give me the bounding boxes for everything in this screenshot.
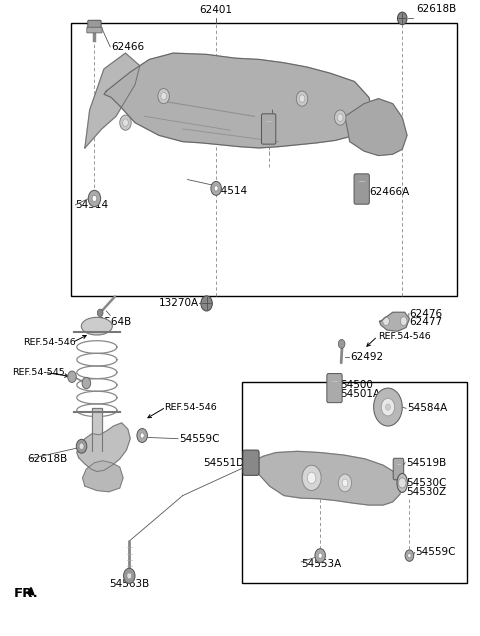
Circle shape <box>158 88 169 104</box>
Circle shape <box>79 443 84 450</box>
Text: 54553A: 54553A <box>301 559 341 569</box>
Polygon shape <box>92 408 102 452</box>
Text: 54500: 54500 <box>340 380 373 390</box>
Text: 54530Z: 54530Z <box>406 487 446 497</box>
FancyBboxPatch shape <box>262 114 276 144</box>
Text: 62618B: 62618B <box>28 454 68 464</box>
Text: 62618B: 62618B <box>417 4 457 14</box>
Polygon shape <box>251 452 402 505</box>
Bar <box>242 382 467 583</box>
Text: 62485: 62485 <box>274 105 307 115</box>
Circle shape <box>140 433 144 438</box>
Polygon shape <box>379 312 409 331</box>
Circle shape <box>335 110 346 125</box>
Text: 62401: 62401 <box>200 5 233 15</box>
Circle shape <box>373 388 402 426</box>
Circle shape <box>123 568 135 583</box>
Text: 62477: 62477 <box>409 317 443 328</box>
Circle shape <box>137 429 147 443</box>
Circle shape <box>383 317 389 326</box>
Circle shape <box>97 309 103 317</box>
FancyBboxPatch shape <box>393 459 404 480</box>
Circle shape <box>398 478 406 488</box>
Text: 54514: 54514 <box>214 186 247 196</box>
Polygon shape <box>85 53 140 148</box>
Text: 62466A: 62466A <box>369 187 409 197</box>
Circle shape <box>122 119 128 127</box>
Bar <box>71 23 457 296</box>
Circle shape <box>120 115 131 130</box>
Text: REF.54-546: REF.54-546 <box>23 338 76 347</box>
Ellipse shape <box>81 317 112 335</box>
Polygon shape <box>77 423 130 471</box>
Circle shape <box>408 553 411 558</box>
Text: 62476: 62476 <box>409 308 443 319</box>
Circle shape <box>405 550 414 562</box>
Circle shape <box>296 91 308 106</box>
Text: FR.: FR. <box>13 587 38 600</box>
Text: 54514: 54514 <box>75 200 108 210</box>
Circle shape <box>381 398 395 416</box>
Circle shape <box>88 190 101 207</box>
Text: 54551D: 54551D <box>204 458 245 467</box>
Circle shape <box>92 195 97 202</box>
Circle shape <box>161 92 167 100</box>
Circle shape <box>318 553 322 558</box>
Circle shape <box>201 296 212 311</box>
Text: REF.54-545: REF.54-545 <box>12 368 65 377</box>
Text: 54563B: 54563B <box>109 579 149 589</box>
Circle shape <box>307 472 316 483</box>
Circle shape <box>338 474 352 492</box>
Circle shape <box>211 181 221 195</box>
Text: 62466: 62466 <box>111 42 144 52</box>
Circle shape <box>315 549 325 563</box>
FancyBboxPatch shape <box>87 27 102 33</box>
Circle shape <box>338 340 345 349</box>
Polygon shape <box>83 461 123 492</box>
FancyBboxPatch shape <box>243 450 259 475</box>
Circle shape <box>400 317 407 326</box>
Circle shape <box>302 465 321 490</box>
Circle shape <box>76 439 87 453</box>
Circle shape <box>214 186 218 191</box>
FancyBboxPatch shape <box>327 373 342 403</box>
Polygon shape <box>345 99 407 156</box>
Text: 54519B: 54519B <box>406 458 446 467</box>
Circle shape <box>337 114 343 121</box>
Text: 13270A: 13270A <box>159 298 199 308</box>
Text: REF.54-546: REF.54-546 <box>164 403 216 411</box>
FancyBboxPatch shape <box>354 174 369 204</box>
Text: 54501A: 54501A <box>340 389 380 399</box>
FancyBboxPatch shape <box>88 20 101 31</box>
Text: 54559C: 54559C <box>416 548 456 557</box>
Text: 54530C: 54530C <box>406 478 446 488</box>
Circle shape <box>342 479 348 487</box>
Ellipse shape <box>397 473 408 492</box>
Text: 54559C: 54559C <box>179 434 219 444</box>
Circle shape <box>127 572 132 579</box>
Circle shape <box>397 12 407 25</box>
Circle shape <box>299 95 305 102</box>
Circle shape <box>82 377 91 389</box>
Text: 54584A: 54584A <box>407 403 447 413</box>
Circle shape <box>385 404 390 410</box>
Text: 54564B: 54564B <box>91 317 131 328</box>
Text: REF.54-546: REF.54-546 <box>378 332 431 341</box>
Polygon shape <box>104 53 373 148</box>
Circle shape <box>68 371 76 382</box>
Text: 62492: 62492 <box>350 352 383 361</box>
